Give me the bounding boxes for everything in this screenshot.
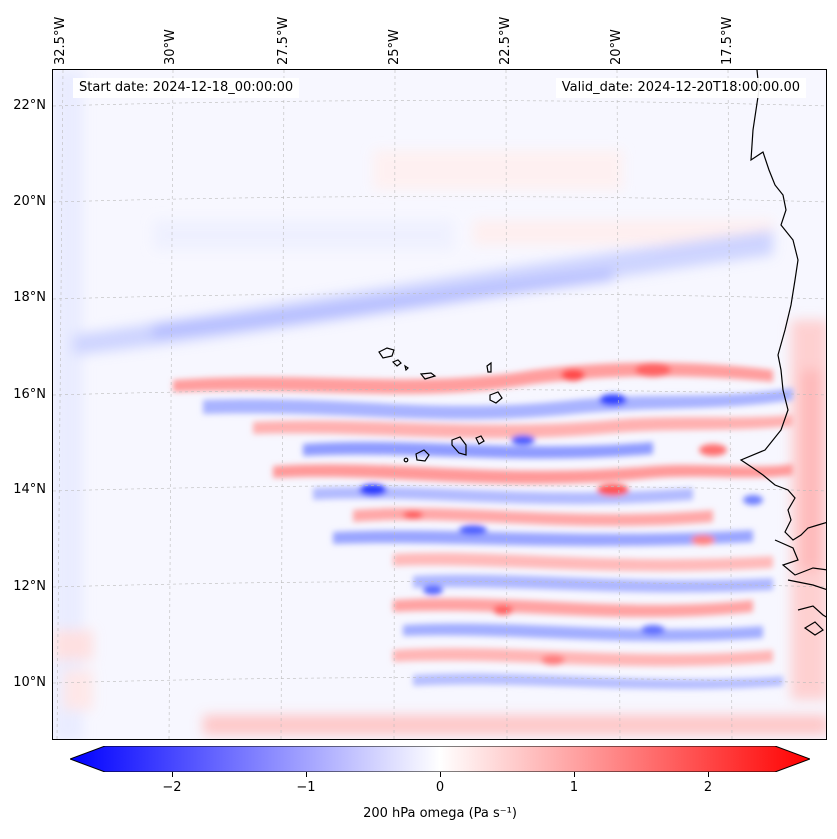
colorbar-tick-label: −1 bbox=[296, 780, 316, 795]
cb-tick-mark bbox=[306, 772, 307, 777]
lon-label: 32.5°W bbox=[53, 16, 68, 65]
lat-label: 18°N bbox=[13, 290, 46, 305]
colorbar-tick-label: 1 bbox=[569, 780, 579, 795]
colorbar-gradient bbox=[70, 746, 810, 772]
valid-date-label: Valid_date: 2024-12-20T18:00:00.00 bbox=[555, 78, 806, 98]
lat-label: 16°N bbox=[13, 387, 46, 402]
colorbar bbox=[70, 746, 810, 772]
colorbar-tick-label: −2 bbox=[162, 780, 182, 795]
african-coastline bbox=[739, 70, 826, 636]
lon-label: 30°W bbox=[163, 29, 178, 65]
lat-label: 22°N bbox=[13, 98, 46, 113]
lat-label: 14°N bbox=[13, 482, 46, 497]
lat-label: 20°N bbox=[13, 194, 46, 209]
lon-label: 25°W bbox=[387, 29, 402, 65]
lon-label: 27.5°W bbox=[276, 16, 291, 65]
cb-tick-mark bbox=[708, 772, 709, 777]
graticule bbox=[53, 70, 826, 739]
map-panel[interactable]: Start date: 2024-12-18_00:00:00 Valid_da… bbox=[52, 69, 827, 740]
lon-label: 17.5°W bbox=[720, 16, 735, 65]
colorbar-label: 200 hPa omega (Pa s⁻¹) bbox=[363, 806, 517, 821]
colorbar-tick-label: 0 bbox=[435, 780, 445, 795]
lon-label: 20°W bbox=[609, 29, 624, 65]
omega-field-map bbox=[53, 70, 826, 739]
cb-tick-mark bbox=[172, 772, 173, 777]
cb-tick-mark bbox=[574, 772, 575, 777]
omega-shading bbox=[53, 70, 826, 739]
start-date-label: Start date: 2024-12-18_00:00:00 bbox=[73, 78, 300, 98]
lat-label: 12°N bbox=[13, 579, 46, 594]
lat-label: 10°N bbox=[13, 675, 46, 690]
colorbar-tick-label: 2 bbox=[703, 780, 713, 795]
cape-verde-islands bbox=[378, 347, 503, 463]
cb-tick-mark bbox=[440, 772, 441, 777]
lon-label: 22.5°W bbox=[498, 16, 513, 65]
